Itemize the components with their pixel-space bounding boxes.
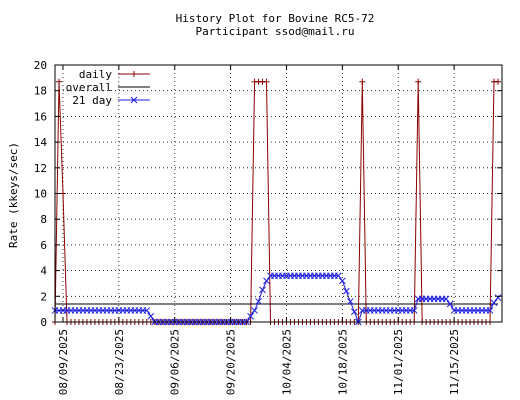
y-tick-label: 16	[34, 110, 47, 123]
axis-ticks: 0 2 4 6 8 10 12 14 16 18 20 08/09/2025 08/23/2025 09/…	[34, 59, 502, 395]
x-tick-label: 09/20/2025	[225, 329, 238, 395]
x-tick-label: 10/04/2025	[280, 329, 293, 395]
series-point-2	[446, 300, 454, 308]
series-point-2	[263, 277, 270, 285]
series-point-2	[486, 307, 494, 314]
series-point-2	[494, 294, 502, 301]
y-tick-label: 12	[34, 162, 47, 175]
series-point-2	[143, 307, 151, 314]
y-tick-label: 6	[40, 239, 47, 252]
series-point-2	[147, 312, 155, 320]
legend-marker	[131, 71, 137, 77]
x-tick-label: 11/01/2025	[392, 329, 405, 395]
series-point-0	[263, 78, 270, 85]
series-point-2	[410, 307, 418, 314]
legend-label: daily	[79, 68, 112, 81]
series-layer	[51, 78, 502, 326]
series-point-0	[415, 78, 422, 85]
y-tick-label: 10	[34, 188, 47, 201]
y-tick-label: 2	[40, 290, 47, 303]
series-point-2	[339, 277, 346, 285]
x-tick-label: 10/18/2025	[336, 329, 349, 395]
y-tick-label: 18	[34, 85, 47, 98]
y-axis-label: Rate (kkeys/sec)	[7, 142, 20, 248]
series-point-2	[255, 298, 262, 305]
series-line-2	[55, 275, 499, 324]
series-line-0	[54, 81, 498, 323]
series-point-0	[59, 190, 66, 197]
series-point-2	[490, 299, 498, 307]
y-tick-label: 0	[40, 316, 47, 329]
legend-label: overall	[66, 81, 112, 94]
series-point-2	[346, 298, 354, 305]
series-point-2	[335, 272, 342, 280]
plot-frame	[54, 64, 503, 323]
series-point-2	[442, 295, 450, 303]
x-tick-label: 11/15/2025	[448, 329, 461, 395]
y-tick-label: 20	[34, 59, 47, 72]
chart-subtitle: Participant ssod@mail.ru	[196, 25, 355, 38]
series-point-0	[359, 78, 366, 85]
series-point-2	[259, 286, 266, 294]
legend-label: 21 day	[72, 94, 112, 107]
series-point-2	[350, 308, 358, 316]
series-point-2	[247, 312, 254, 320]
grid	[55, 65, 502, 322]
chart-title: History Plot for Bovine RC5-72	[176, 12, 375, 25]
y-tick-label: 4	[40, 265, 47, 278]
series-point-2	[251, 307, 258, 314]
series-point-0	[55, 78, 62, 85]
series-point-0	[495, 78, 502, 85]
x-tick-label: 08/09/2025	[57, 329, 70, 395]
series-point-2	[342, 287, 350, 295]
y-tick-label: 14	[34, 136, 48, 149]
x-tick-label: 08/23/2025	[113, 329, 126, 395]
x-tick-label: 09/06/2025	[169, 329, 182, 395]
legend-marker	[130, 96, 138, 104]
y-tick-label: 8	[40, 213, 47, 226]
